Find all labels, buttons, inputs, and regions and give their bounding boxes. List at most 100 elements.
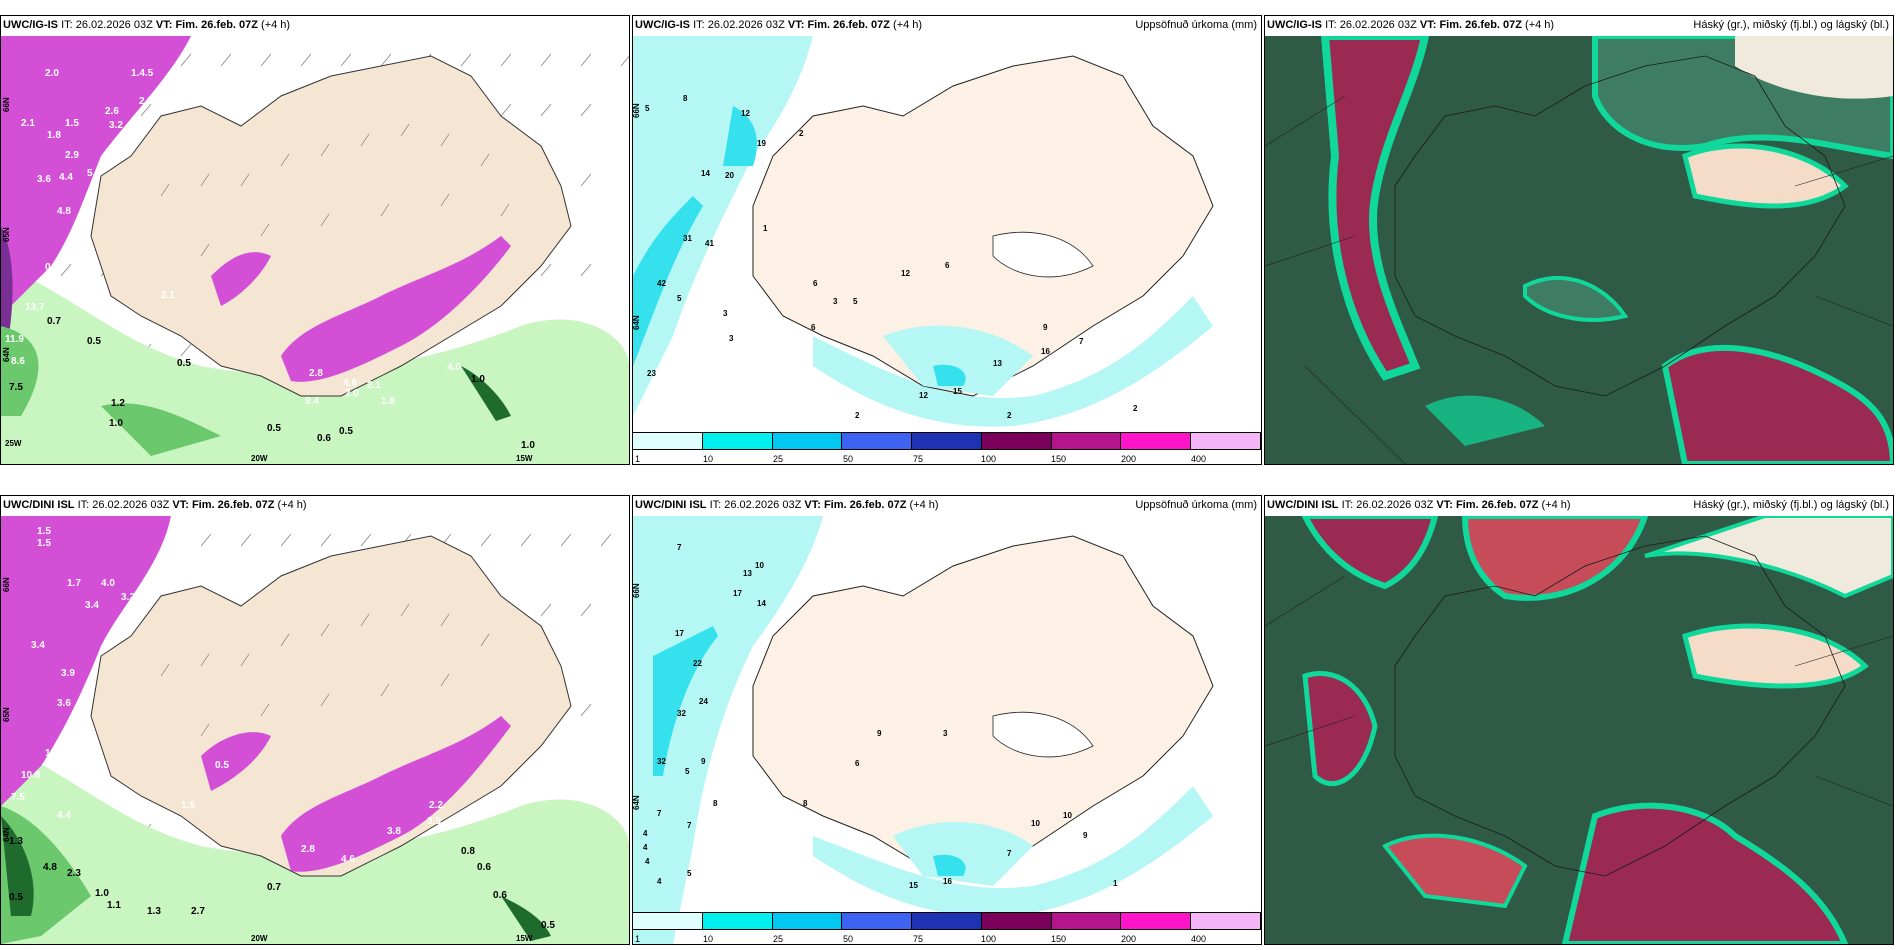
- cloud-cover-map: [1265, 516, 1893, 944]
- svg-text:25W: 25W: [5, 439, 22, 448]
- colorbar-tick: 25: [773, 454, 784, 464]
- svg-text:66N: 66N: [633, 103, 641, 118]
- colorbar-tick: 400: [1191, 934, 1207, 944]
- panel-title: UWC/IG-IS IT: 26.02.2026 03Z VT: Fim. 26…: [3, 19, 291, 31]
- colorbar-tick: 150: [1051, 934, 1067, 944]
- svg-text:2.3: 2.3: [67, 868, 81, 879]
- svg-text:8: 8: [683, 94, 688, 103]
- accum-precip-map: 7 13 10 17 14 17 22 32 24 32 5 9 7 8 4 4…: [633, 516, 1261, 944]
- svg-text:2.5: 2.5: [139, 96, 153, 107]
- svg-text:19: 19: [757, 139, 766, 148]
- svg-text:1.2: 1.2: [111, 398, 125, 409]
- svg-text:0.7: 0.7: [267, 882, 281, 893]
- svg-text:5: 5: [687, 869, 692, 878]
- panel-bottom-right: UWC/DINI ISL IT: 26.02.2026 03Z VT: Fim.…: [1264, 495, 1894, 945]
- svg-text:2: 2: [1133, 404, 1138, 413]
- svg-text:1.1: 1.1: [107, 900, 121, 911]
- svg-text:2: 2: [1007, 411, 1012, 420]
- colorbar-tick: 200: [1121, 454, 1137, 464]
- svg-text:6: 6: [811, 323, 816, 332]
- svg-text:66N: 66N: [633, 583, 641, 598]
- svg-text:9: 9: [1083, 831, 1088, 840]
- svg-text:2.1: 2.1: [161, 290, 175, 301]
- svg-text:20W: 20W: [251, 454, 268, 463]
- svg-text:3.8: 3.8: [387, 826, 401, 837]
- colorbar-tick: 100: [981, 934, 997, 944]
- panel-field-title: Uppsöfnuð úrkoma (mm): [1135, 499, 1257, 511]
- panel-bottom-left: UWC/DINI ISL IT: 26.02.2026 03Z VT: Fim.…: [0, 495, 630, 945]
- colorbar-tick: 75: [913, 454, 924, 464]
- svg-text:3.5: 3.5: [427, 816, 441, 827]
- svg-text:1.7: 1.7: [67, 578, 81, 589]
- svg-text:4.3: 4.3: [117, 148, 131, 159]
- svg-text:7.5: 7.5: [9, 382, 23, 393]
- svg-text:0.5: 0.5: [267, 423, 281, 434]
- svg-text:3.4: 3.4: [85, 600, 99, 611]
- svg-text:0.6: 0.6: [477, 862, 491, 873]
- svg-text:9: 9: [1043, 323, 1048, 332]
- svg-text:4.4: 4.4: [59, 172, 73, 183]
- svg-text:8: 8: [803, 799, 808, 808]
- svg-text:2.0: 2.0: [345, 388, 359, 399]
- svg-text:0.5: 0.5: [177, 358, 191, 369]
- svg-text:3: 3: [833, 297, 838, 306]
- svg-text:0.8: 0.8: [461, 846, 475, 857]
- svg-text:7: 7: [1007, 849, 1012, 858]
- svg-text:3.2: 3.2: [121, 592, 135, 603]
- svg-text:7.5: 7.5: [11, 792, 25, 803]
- svg-text:15: 15: [909, 881, 918, 890]
- colorbar-tick: 200: [1121, 934, 1137, 944]
- panel-title: UWC/DINI ISL IT: 26.02.2026 03Z VT: Fim.…: [1267, 499, 1571, 511]
- svg-text:9.4: 9.4: [305, 396, 319, 407]
- colorbar-tick: 50: [843, 934, 854, 944]
- svg-text:64N: 64N: [633, 315, 641, 330]
- svg-text:2.6: 2.6: [105, 106, 119, 117]
- svg-text:15W: 15W: [516, 934, 533, 943]
- svg-text:20W: 20W: [251, 934, 268, 943]
- svg-text:1.3: 1.3: [147, 906, 161, 917]
- svg-text:3.6: 3.6: [57, 698, 71, 709]
- svg-text:5: 5: [677, 294, 682, 303]
- colorbar-tick: 10: [703, 934, 714, 944]
- colorbar-tick: 1: [635, 934, 641, 944]
- svg-text:2: 2: [855, 411, 860, 420]
- colorbar-tick: 100: [981, 454, 997, 464]
- svg-text:2: 2: [799, 129, 804, 138]
- svg-text:1.0: 1.0: [521, 440, 535, 451]
- colorbar: [633, 432, 1261, 450]
- svg-text:1: 1: [763, 224, 768, 233]
- svg-text:1.0: 1.0: [471, 374, 485, 385]
- panel-bottom-middle: UWC/DINI ISL IT: 26.02.2026 03Z VT: Fim.…: [632, 495, 1262, 945]
- svg-text:5: 5: [853, 297, 858, 306]
- colorbar-tick: 10: [703, 454, 714, 464]
- svg-text:4: 4: [643, 829, 648, 838]
- svg-text:4.0: 4.0: [447, 362, 461, 373]
- svg-text:66N: 66N: [2, 577, 11, 592]
- colorbar-tick: 1: [635, 454, 641, 464]
- svg-text:64N: 64N: [2, 827, 11, 842]
- svg-text:2.1: 2.1: [367, 380, 381, 391]
- colorbar-tick: 75: [913, 934, 924, 944]
- svg-text:0.9: 0.9: [45, 262, 59, 273]
- svg-text:7: 7: [1079, 337, 1084, 346]
- svg-text:3: 3: [943, 729, 948, 738]
- svg-text:5.5: 5.5: [87, 168, 101, 179]
- svg-text:13: 13: [743, 569, 752, 578]
- colorbar-tick: 400: [1191, 454, 1207, 464]
- svg-text:12.0: 12.0: [45, 748, 65, 759]
- svg-text:0.5: 0.5: [215, 760, 229, 771]
- svg-text:4: 4: [657, 877, 662, 886]
- svg-text:12: 12: [741, 109, 750, 118]
- svg-text:1.5: 1.5: [37, 538, 51, 549]
- svg-text:64N: 64N: [633, 795, 641, 810]
- svg-text:10.8: 10.8: [21, 770, 41, 781]
- svg-text:1.0: 1.0: [95, 888, 109, 899]
- svg-text:10: 10: [755, 561, 764, 570]
- colorbar-tick: 25: [773, 934, 784, 944]
- svg-text:4: 4: [643, 843, 648, 852]
- panel-field-title: Háský (gr.), miðský (fj.bl.) og lágský (…: [1693, 19, 1889, 31]
- svg-text:14: 14: [701, 169, 710, 178]
- svg-text:2.2: 2.2: [429, 800, 443, 811]
- svg-text:64N: 64N: [2, 347, 11, 362]
- cloud-cover-map: [1265, 36, 1893, 464]
